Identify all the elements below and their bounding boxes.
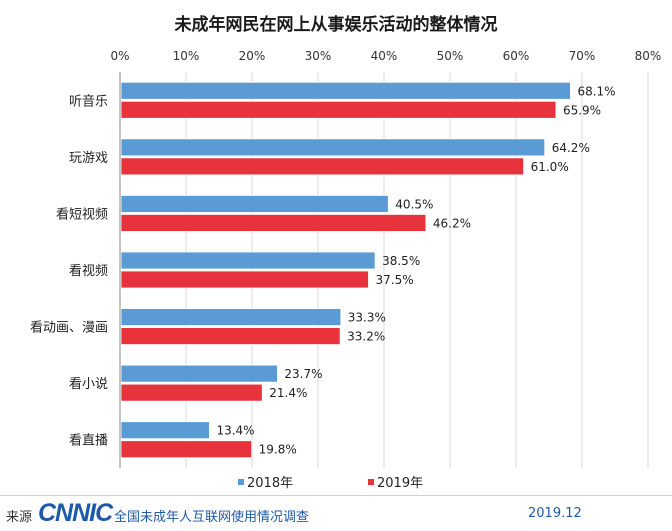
data-label: 46.2% [433, 216, 471, 230]
category-label: 听音乐 [69, 93, 108, 109]
data-label: 64.2% [552, 141, 590, 155]
bar-series-1 [120, 364, 278, 383]
bar-series-1 [120, 138, 546, 157]
data-label: 40.5% [395, 197, 433, 211]
category-label: 看小说 [69, 376, 108, 392]
data-label: 33.2% [347, 330, 385, 344]
x-tick-label: 30% [305, 49, 332, 63]
legend-label: 2019年 [377, 476, 423, 491]
bar-series-2 [120, 157, 525, 176]
bar-series-1 [120, 81, 571, 100]
data-label: 68.1% [577, 84, 615, 98]
category-label: 看短视频 [56, 206, 108, 222]
bar-series-1 [120, 421, 210, 440]
bar-series-2 [120, 383, 263, 402]
bar-chart: 未成年网民在网上从事娱乐活动的整体情况 0% 10% 20% 30% 40% 50% 60% 7… [30, 14, 662, 491]
bar-series-1 [120, 251, 376, 270]
chart-title: 未成年网民在网上从事娱乐活动的整体情况 [174, 14, 498, 35]
data-label: 37.5% [376, 273, 414, 287]
bar-series-2 [120, 100, 557, 119]
source-label: 来源 [6, 510, 33, 525]
bar-series-1 [120, 195, 389, 213]
x-tick-label: 20% [239, 49, 266, 63]
data-label: 13.4% [216, 424, 254, 438]
survey-name: 全国未成年人互联网使用情况调查 [114, 510, 310, 525]
bar-series-1 [120, 308, 342, 326]
legend-swatch [368, 479, 374, 485]
data-label: 61.0% [531, 160, 569, 174]
bar-series-2 [120, 270, 369, 289]
bar-series-2 [120, 327, 341, 345]
bar-series-2 [120, 440, 253, 459]
category-label: 看视频 [69, 263, 108, 279]
x-tick-label: 50% [437, 49, 464, 63]
x-tick-label: 40% [371, 49, 398, 63]
footer-divider [0, 495, 672, 496]
data-label: 38.5% [382, 254, 420, 268]
bar-series-2 [120, 214, 427, 232]
data-label: 21.4% [269, 386, 307, 400]
data-label: 19.8% [259, 443, 297, 457]
x-tick-label: 0% [110, 49, 129, 63]
x-tick-label: 10% [173, 49, 200, 63]
cnnic-logo: CNNIC [38, 499, 113, 527]
category-label: 看动画、漫画 [30, 320, 108, 336]
data-label: 33.3% [348, 311, 386, 325]
x-tick-label: 80% [635, 49, 662, 63]
x-tick-label: 70% [569, 49, 596, 63]
legend-swatch [238, 479, 244, 485]
data-label: 65.9% [563, 103, 601, 117]
report-date: 2019.12 [528, 506, 582, 521]
legend-label: 2018年 [247, 476, 293, 491]
data-label: 23.7% [284, 367, 322, 381]
category-label: 玩游戏 [69, 151, 108, 166]
x-tick-label: 60% [503, 49, 530, 63]
footer: 来源 CNNIC 全国未成年人互联网使用情况调查 2019.12 [0, 495, 672, 531]
category-label: 看直播 [69, 433, 108, 449]
